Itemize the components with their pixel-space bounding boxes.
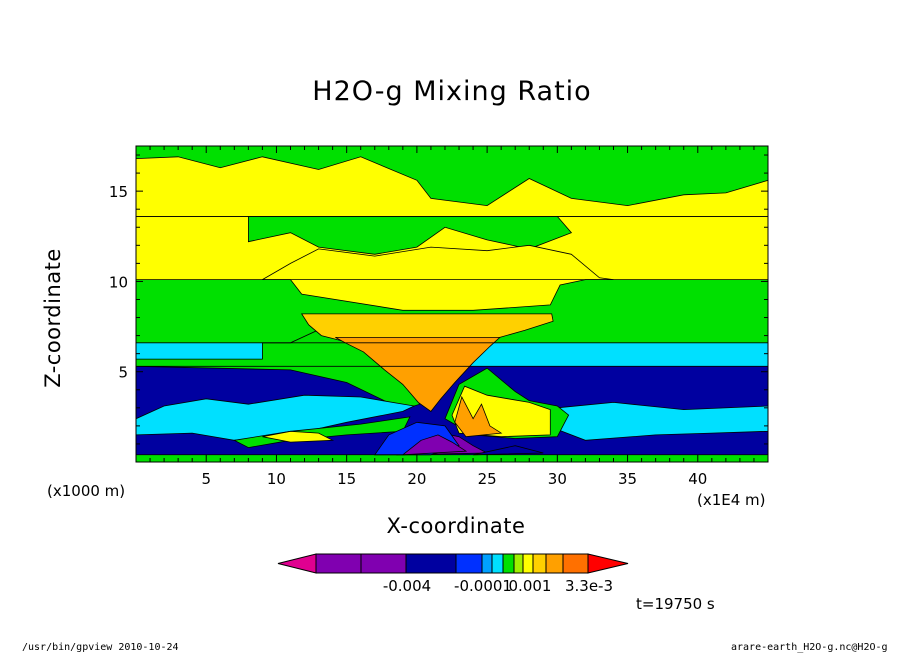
x-unit-right: (x1E4 m)	[697, 491, 766, 509]
colorbar-segment-1	[360, 553, 407, 574]
footer-right: arare-earth_H2O-g.nc@H2O-g	[731, 642, 888, 653]
colorbar-label-0: -0.004	[383, 577, 431, 595]
colorbar-right-arrow	[587, 553, 629, 574]
x-tick-label-10: 10	[267, 470, 286, 488]
x-unit-left: (x1000 m)	[47, 482, 126, 500]
orange-streaks	[454, 395, 503, 438]
yellow-plume	[260, 244, 614, 311]
colorbar-segment-10	[545, 553, 564, 574]
layer-surface	[136, 454, 768, 462]
x-tick-label-25: 25	[478, 470, 497, 488]
time-label: t=19750 s	[636, 595, 715, 613]
yellow-top-band	[136, 156, 768, 217]
purple-core	[401, 434, 468, 456]
colorbar-segment-6	[502, 553, 515, 574]
y-tick-label-15: 15	[109, 183, 128, 201]
yellow-surface-strip	[262, 430, 335, 443]
x-tick-label-40: 40	[688, 470, 707, 488]
colorbar-left-arrow	[277, 553, 317, 574]
colorbar-label-3: 3.3e-3	[565, 577, 613, 595]
cyan-low-right	[556, 401, 768, 441]
x-axis-label: X-coordinate	[386, 514, 526, 538]
x-tick-label-5: 5	[201, 470, 211, 488]
x-tick-label-20: 20	[407, 470, 426, 488]
orange-plume	[335, 336, 501, 412]
colorbar-segment-3	[455, 553, 483, 574]
chart-title: H2O-g Mixing Ratio	[312, 76, 592, 107]
colorbar-segment-5	[491, 553, 504, 574]
colorbar-segment-9	[532, 553, 547, 574]
contour-fields	[136, 146, 768, 462]
colorbar-label-2: 0.001	[509, 577, 552, 595]
colorbar-segment-4	[481, 553, 493, 574]
colorbar-label-1: -0.0001	[454, 577, 512, 595]
y-tick-label-10: 10	[109, 273, 128, 291]
x-tick-label-35: 35	[618, 470, 637, 488]
x-tick-label-30: 30	[548, 470, 567, 488]
plot-frame	[135, 145, 769, 463]
colorbar-segment-11	[562, 553, 589, 574]
blue-surface-right	[473, 445, 544, 456]
colorbar-segment-0	[315, 553, 362, 574]
colorbar-segment-2	[405, 553, 457, 574]
x-tick-label-15: 15	[337, 470, 356, 488]
colorbar-segment-8	[522, 553, 534, 574]
colorbar-segment-7	[513, 553, 524, 574]
footer-left: /usr/bin/gpview 2010-10-24	[22, 642, 179, 653]
y-tick-label-5: 5	[118, 364, 128, 382]
